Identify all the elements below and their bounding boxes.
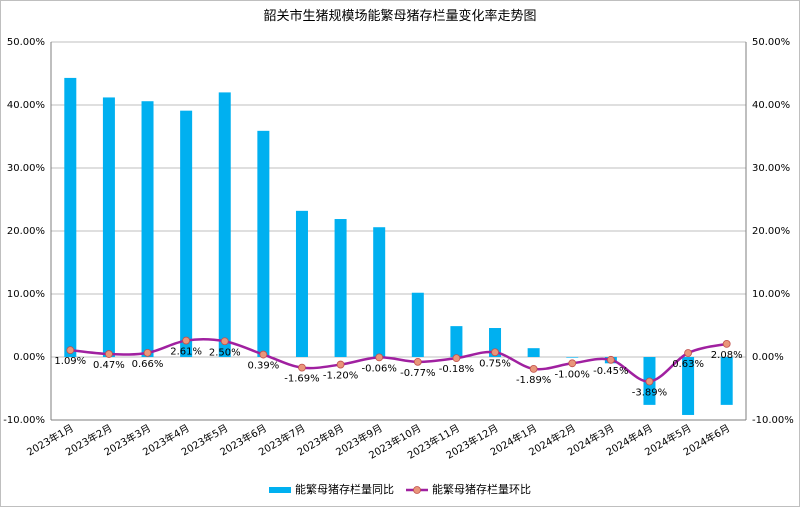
line-point [452,354,461,363]
bar [720,357,733,405]
y-tick-label-right: 30.00% [752,163,790,174]
line-point [529,365,538,373]
bar [489,328,502,357]
line-point [722,339,731,348]
bar [141,101,154,357]
data-label: -1.89% [516,375,551,386]
data-label: 0.75% [479,358,511,369]
line-point [259,350,268,359]
data-label: -1.20% [323,371,358,382]
y-tick-label-left: -10.00% [3,415,45,426]
data-label: -3.89% [632,388,667,399]
y-tick-label-right: 50.00% [752,37,790,48]
data-label: -0.18% [439,364,474,375]
line-layer [66,336,731,386]
data-label: 0.39% [247,361,279,372]
y-tick-label-left: 0.00% [13,352,45,363]
bar [411,292,424,357]
bar [102,97,115,357]
data-label: 1.09% [54,356,86,367]
grid-layer [51,41,746,421]
bar [450,326,463,357]
line-point [413,357,422,366]
y-tick-label-left: 40.00% [7,100,45,111]
line-point [606,355,615,364]
y-tick-label-left: 50.00% [7,37,45,48]
data-label: 2.08% [711,350,743,361]
data-label: -0.77% [400,368,435,379]
y-tick-label-right: 40.00% [752,100,790,111]
data-label: 2.61% [170,347,202,358]
chart-title: 韶关市生猪规模场能繁母猪存栏量变化率走势图 [263,8,536,24]
line-point [491,348,499,357]
legend-label: 能繁母猪存栏量同比 [295,482,394,496]
y-tick-label-left: 10.00% [7,289,45,300]
y-tick-label-left: 30.00% [7,163,45,174]
y-tick-label-right: 0.00% [752,352,784,363]
axes-layer: -10.00% -10.00% 0.00% 0.00% 10.00% 10.00% 20.0… [3,37,794,462]
line-point [143,348,152,357]
bar [218,92,231,358]
bar [334,219,347,357]
legend-swatch-marker [413,486,421,494]
y-tick-label-right: 10.00% [752,289,790,300]
line-point [568,359,577,368]
line-point [684,349,692,357]
bars-layer [64,77,733,415]
y-tick-label-right: -10.00% [752,415,794,426]
legend-label: 能繁母猪存栏量环比 [432,482,531,496]
line-point [375,353,384,362]
data-label: -1.69% [284,374,319,385]
bar [64,77,77,357]
data-label: 0.63% [672,359,704,370]
line-point [298,363,306,372]
bar [295,210,308,357]
data-label: 0.47% [93,360,125,371]
line-point [182,336,191,345]
bar [566,357,579,358]
legend: 能繁母猪存栏量同比 能繁母猪存栏量环比 [269,482,531,496]
bar [682,357,695,415]
bar [257,130,270,357]
data-label: -1.00% [555,369,590,380]
y-tick-label-left: 20.00% [7,226,45,237]
data-label: 0.66% [132,359,164,370]
bar [180,110,193,357]
line-point [336,360,345,369]
bar [373,227,386,357]
y-tick-label-right: 20.00% [752,226,790,237]
line-point [645,377,654,386]
line-point [220,337,229,346]
labels-layer: 1.09% 0.47% 0.66% 2.61% 2.50% 0.39% -1.69% -1.2… [54,347,742,399]
line-point [105,350,113,358]
bar [527,348,540,357]
line-point [66,346,75,355]
data-label: -0.06% [361,363,396,374]
data-label: -0.45% [593,366,628,377]
legend-swatch-bar [269,487,291,493]
data-label: 2.50% [209,347,241,358]
